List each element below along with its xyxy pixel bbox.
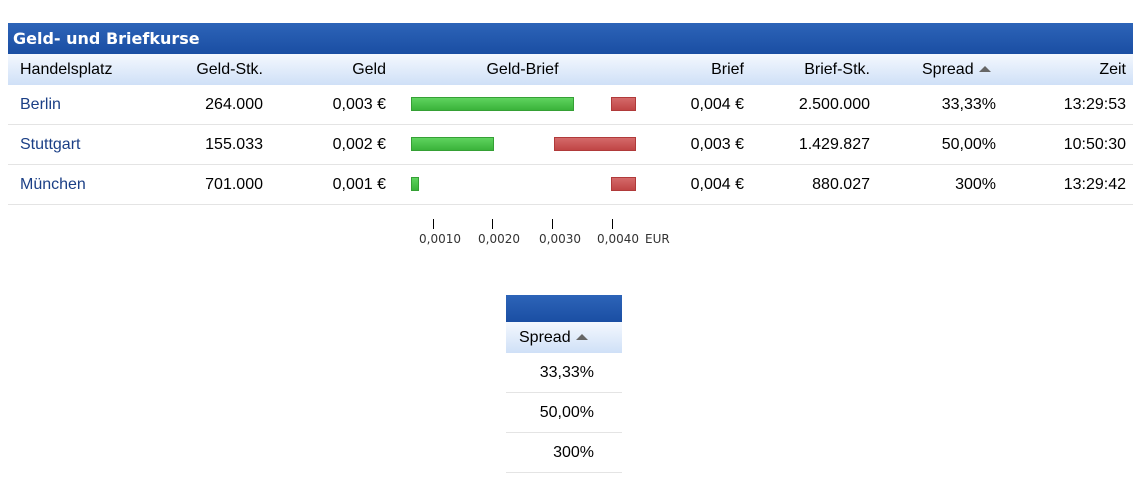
geld-bar bbox=[411, 137, 494, 151]
handelsplatz-link[interactable]: München bbox=[20, 176, 86, 193]
axis-tick-label: 0,0040 bbox=[597, 232, 639, 246]
handelsplatz-link[interactable]: Stuttgart bbox=[20, 136, 81, 153]
brief-stk-value: 2.500.000 bbox=[798, 96, 870, 113]
mini-spread-value: 50,00% bbox=[539, 404, 594, 421]
spread-value: 300% bbox=[955, 176, 996, 193]
column-header-geld-stk[interactable]: Geld-Stk. bbox=[196, 61, 263, 78]
geld-stk-value: 701.000 bbox=[205, 176, 263, 193]
brief-value: 0,004 € bbox=[690, 176, 744, 193]
geld-value: 0,003 € bbox=[332, 96, 386, 113]
brief-value: 0,004 € bbox=[690, 96, 744, 113]
column-header-spread-label: Spread bbox=[922, 61, 974, 78]
column-header-brief[interactable]: Brief bbox=[711, 61, 744, 78]
brief-bar bbox=[611, 177, 636, 191]
brief-value: 0,003 € bbox=[690, 136, 744, 153]
geld-value: 0,002 € bbox=[332, 136, 386, 153]
mini-table-row: 50,00% bbox=[506, 393, 622, 433]
zeit-value: 13:29:42 bbox=[1063, 176, 1126, 193]
mini-table-header: Spread bbox=[506, 322, 622, 353]
brief-bar bbox=[554, 137, 636, 151]
axis-tick-label: 0,0010 bbox=[419, 232, 461, 246]
axis-unit-label: EUR bbox=[645, 232, 670, 246]
mini-spread-value: 33,33% bbox=[539, 364, 594, 381]
table-row: München 701.000 0,001 € 0,004 € 880.027 300% 1… bbox=[8, 165, 1133, 205]
mini-column-header-spread[interactable]: Spread bbox=[519, 328, 588, 348]
mini-column-header-spread-label: Spread bbox=[519, 329, 571, 346]
table-title: Geld- und Briefkurse bbox=[8, 23, 1133, 54]
mini-spread-value: 300% bbox=[553, 444, 594, 461]
geld-bar bbox=[411, 177, 419, 191]
spread-value: 50,00% bbox=[941, 136, 996, 153]
column-header-geld-brief[interactable]: Geld-Brief bbox=[486, 61, 559, 78]
table-header-row: Handelsplatz Geld-Stk. Geld Geld-Brief B… bbox=[8, 54, 1133, 85]
geld-value: 0,001 € bbox=[332, 176, 386, 193]
sort-up-icon[interactable] bbox=[978, 66, 991, 72]
geld-stk-value: 264.000 bbox=[205, 96, 263, 113]
brief-stk-value: 880.027 bbox=[812, 176, 870, 193]
table-row: Stuttgart 155.033 0,002 € 0,003 € 1.429.827 5… bbox=[8, 125, 1133, 165]
column-header-geld[interactable]: Geld bbox=[352, 61, 386, 78]
axis-tick bbox=[552, 219, 553, 229]
zeit-value: 10:50:30 bbox=[1063, 136, 1126, 153]
mini-table-row: 33,33% bbox=[506, 353, 622, 393]
column-header-brief-stk[interactable]: Brief-Stk. bbox=[804, 61, 870, 78]
brief-stk-value: 1.429.827 bbox=[798, 136, 870, 153]
geld-stk-value: 155.033 bbox=[205, 136, 263, 153]
axis-tick bbox=[433, 219, 434, 229]
axis-tick-label: 0,0020 bbox=[478, 232, 520, 246]
spread-value: 33,33% bbox=[941, 96, 996, 113]
brief-bar bbox=[611, 97, 636, 111]
axis-tick-label: 0,0030 bbox=[539, 232, 581, 246]
column-header-zeit[interactable]: Zeit bbox=[1099, 61, 1126, 78]
sort-up-icon[interactable] bbox=[575, 334, 588, 340]
axis-tick bbox=[492, 219, 493, 229]
mini-table-title-bar bbox=[506, 295, 622, 322]
column-header-handelsplatz[interactable]: Handelsplatz bbox=[20, 61, 113, 78]
column-header-spread[interactable]: Spread bbox=[922, 60, 991, 80]
geld-bar bbox=[411, 97, 574, 111]
handelsplatz-link[interactable]: Berlin bbox=[20, 96, 61, 113]
zeit-value: 13:29:53 bbox=[1063, 96, 1126, 113]
table-row: Berlin 264.000 0,003 € 0,004 € 2.500.000 33,3… bbox=[8, 85, 1133, 125]
axis-tick bbox=[612, 219, 613, 229]
mini-table-row: 300% bbox=[506, 433, 622, 473]
